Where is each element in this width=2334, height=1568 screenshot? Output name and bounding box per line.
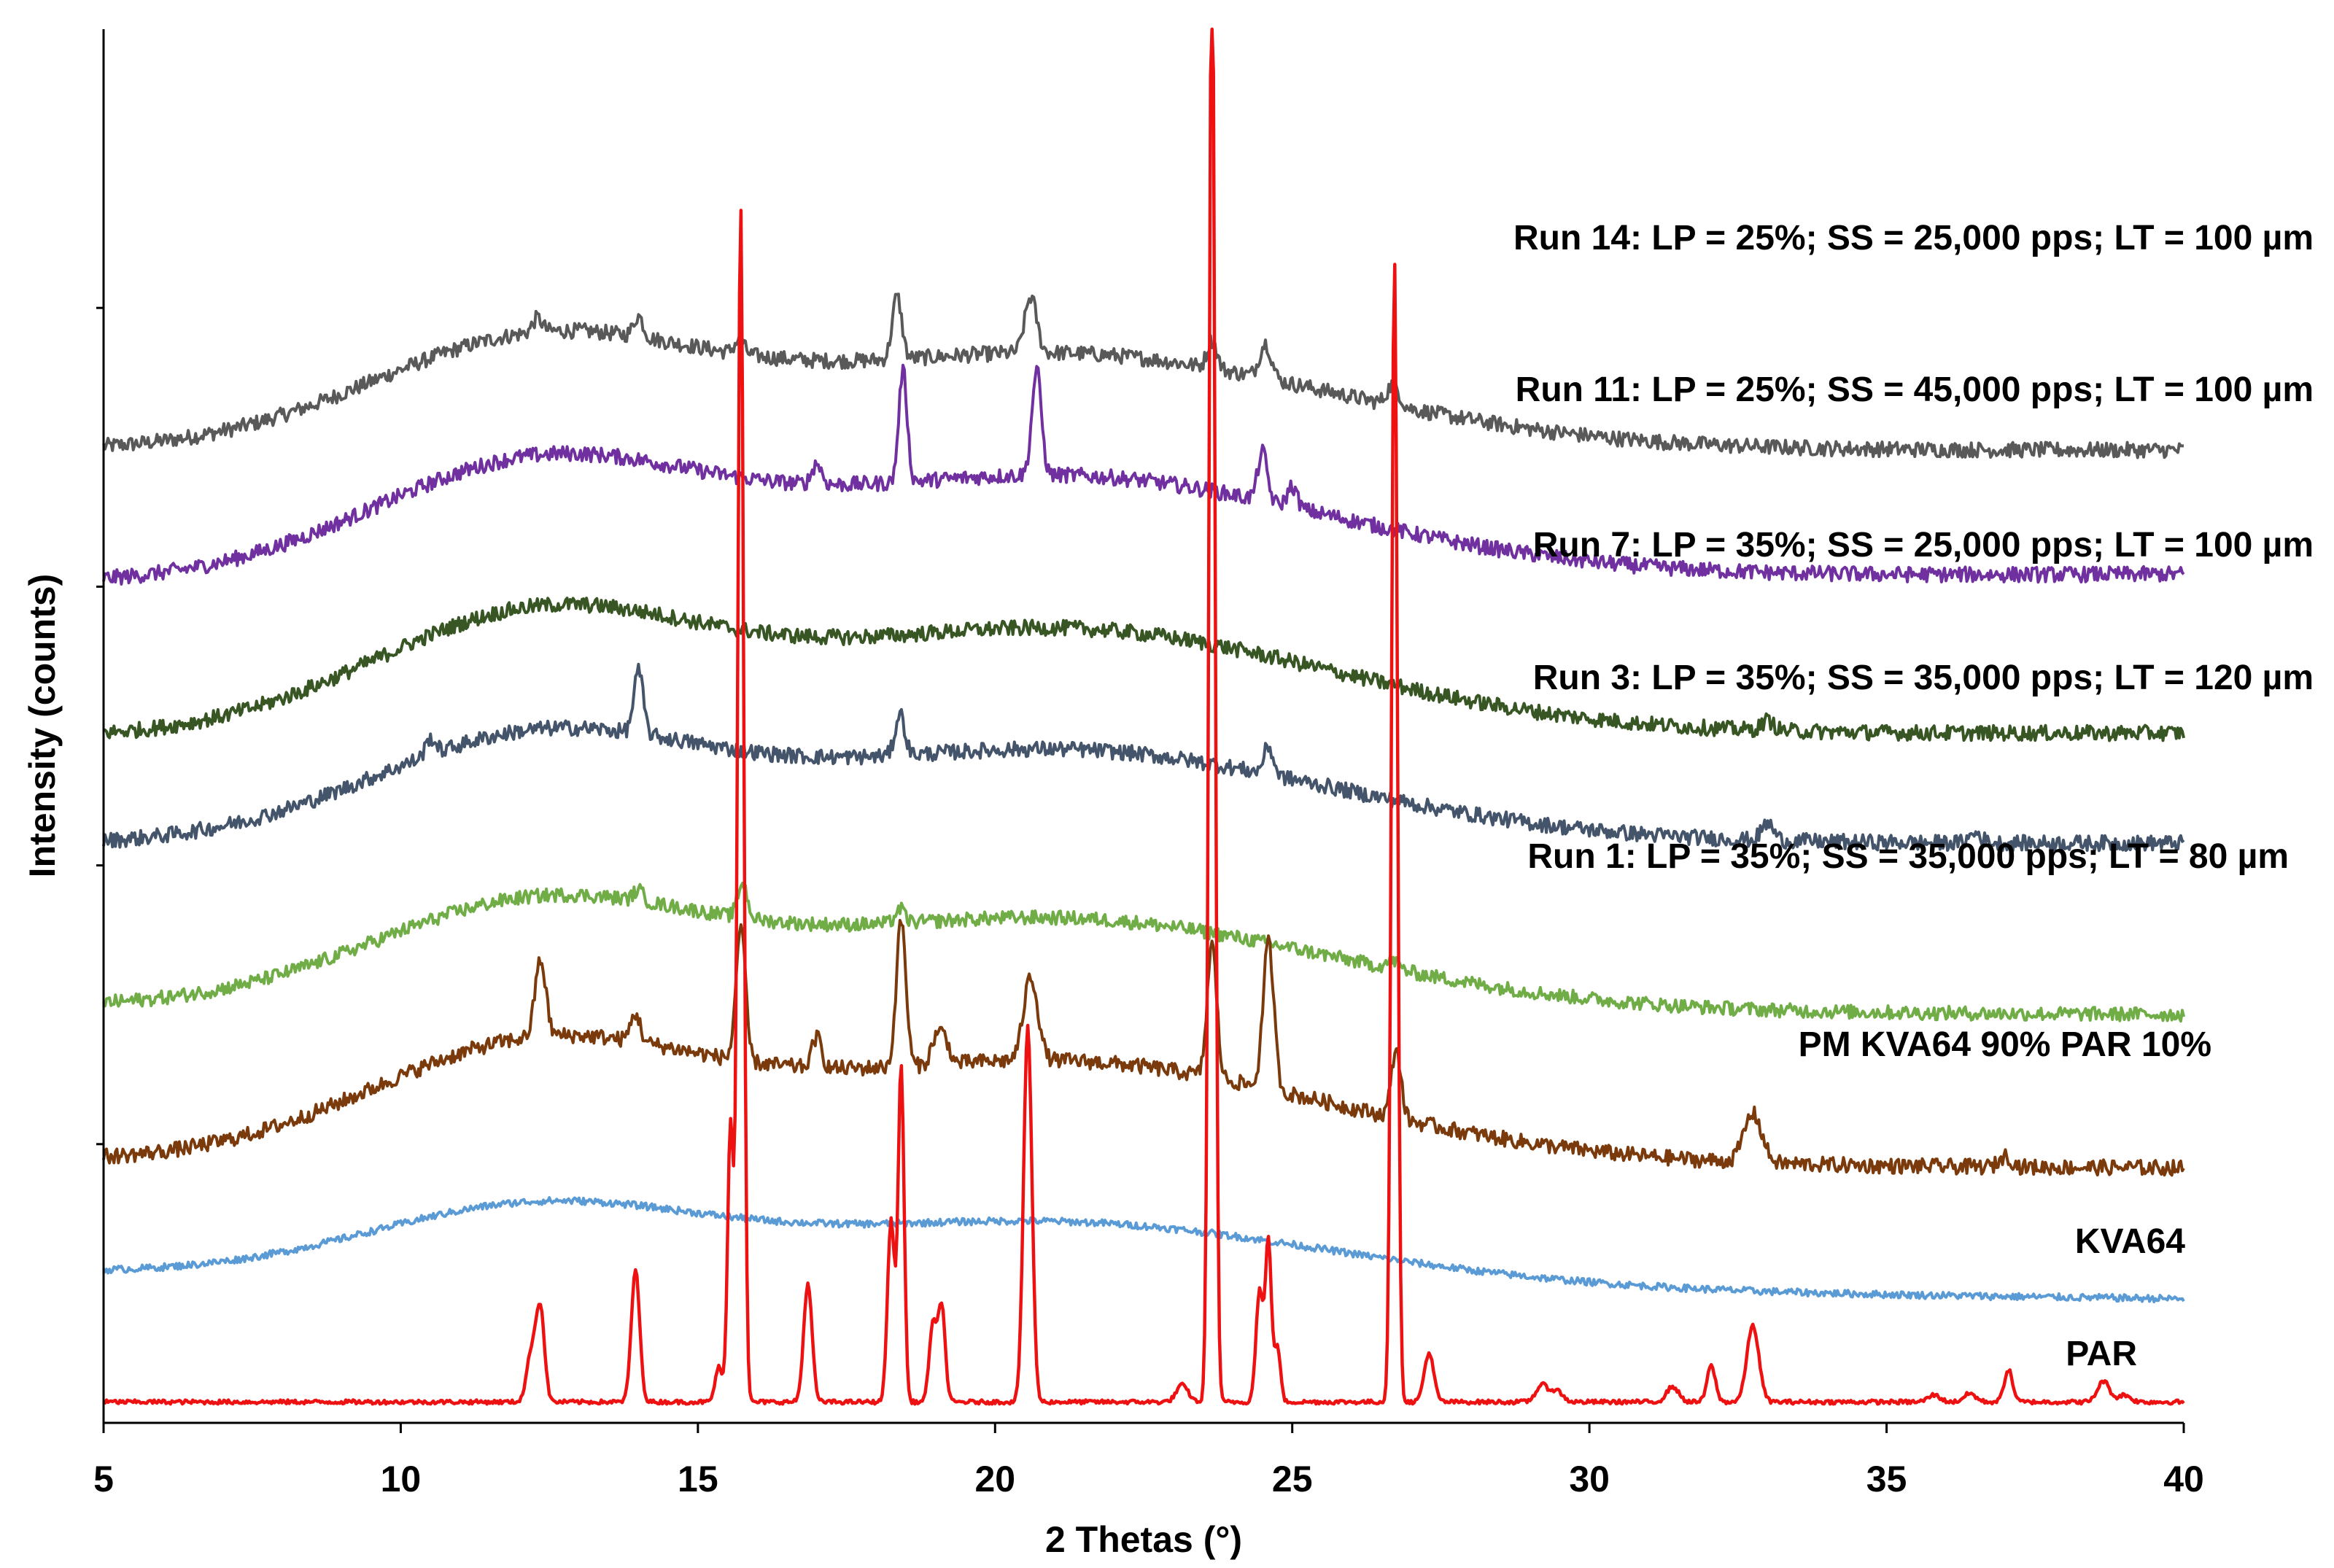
series-line-run-7 [103,597,2185,742]
series-label: Run 3: LP = 35%; SS = 35,000 pps; LT = 1… [1533,659,2314,697]
series-label: Run 11: LP = 25%; SS = 45,000 pps; LT = … [1516,370,2314,409]
y-ticks [96,306,104,1146]
x-tick-label: 25 [1272,1459,1313,1499]
series-label: PM KVA64 90% PAR 10% [1799,1025,2211,1064]
series-label: Run 1: LP = 35%; SS = 35,000 pps; LT = 8… [1527,837,2289,876]
series-line-run-14 [102,292,2184,459]
series-label: KVA64 [2075,1222,2185,1261]
x-tick-label: 40 [2163,1459,2204,1499]
x-tick-label: 30 [1569,1459,1610,1499]
x-tick-label: 20 [974,1459,1015,1499]
x-tick-label: 10 [381,1459,422,1499]
x-axis-label: 2 Thetas (°) [1045,1519,1242,1560]
series-label: Run 7: LP = 35%; SS = 25,000 pps; LT = 1… [1533,526,2314,564]
x-tick-label: 5 [93,1459,114,1499]
series-line-par [102,27,2185,1406]
x-ticks: 5 10 15 20 25 30 35 40 [93,1423,2204,1499]
series-label: Run 14: LP = 25%; SS = 25,000 pps; LT = … [1513,219,2314,257]
x-tick-label: 15 [678,1459,718,1499]
series-line-run-1 [102,882,2185,1023]
series-label: PAR [2066,1335,2137,1373]
x-tick-label: 35 [1866,1459,1907,1499]
series-labels: PAR KVA64 PM KVA64 90% PAR 10% Run 1: LP = … [1513,219,2314,1373]
series-line-run-3 [102,662,2185,853]
traces-group [102,27,2185,1406]
series-line-pm-kva64-90-par-10- [102,919,2185,1177]
y-axis-label: Intensity (counts) [22,574,63,878]
series-line-kva64 [102,1196,2185,1304]
series-line-run-11 [102,363,2185,586]
